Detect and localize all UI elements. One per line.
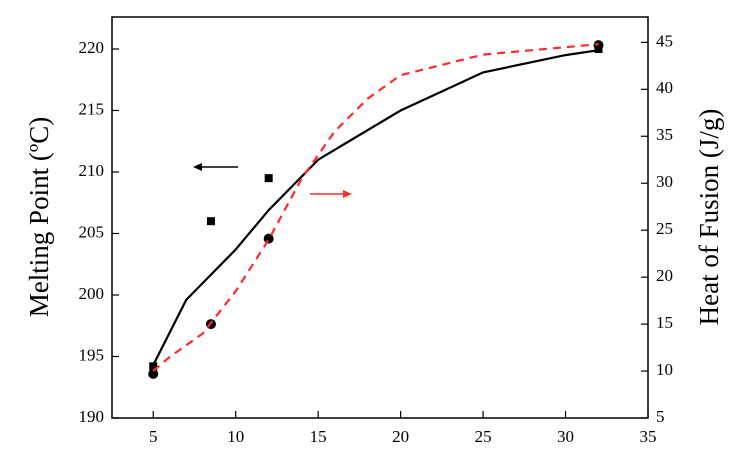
- plot-frame: [111, 16, 649, 419]
- y-tick-label: 205: [79, 222, 105, 241]
- y2-tick-label: 5: [656, 407, 665, 426]
- point: [148, 368, 159, 379]
- y2-tick-label: 10: [656, 360, 673, 379]
- x-tick-label: 20: [392, 427, 409, 446]
- y-tick-label: 200: [79, 284, 105, 303]
- point: [263, 233, 274, 244]
- x-tick-label: 35: [640, 427, 657, 446]
- x-tick-label: 30: [557, 427, 574, 446]
- x-tick-label: 15: [310, 427, 327, 446]
- fit-curve: [152, 43, 599, 372]
- point: [264, 174, 273, 183]
- x-tick-label: 5: [149, 427, 158, 446]
- y2-tick-label: 45: [656, 31, 673, 50]
- fit-curve: [152, 49, 599, 366]
- y-tick-label: 215: [79, 99, 105, 118]
- y-axis-label: Melting Point (ºC): [24, 117, 54, 317]
- x-tick-label: 10: [227, 427, 244, 446]
- y2-tick-label: 30: [656, 172, 673, 191]
- y-tick-label: 220: [79, 38, 105, 57]
- left-arrow: [193, 163, 238, 171]
- y2-axis-label: Heat of Fusion (J/g): [694, 109, 724, 326]
- y2-tick-label: 20: [656, 266, 673, 285]
- y-tick-label: 210: [79, 161, 105, 180]
- y2-tick-label: 15: [656, 313, 673, 332]
- point: [206, 217, 215, 226]
- y2-tick-label: 40: [656, 78, 673, 97]
- right-arrow: [310, 190, 352, 198]
- y-tick-label: 195: [79, 345, 105, 364]
- point: [149, 362, 158, 371]
- y2-tick-label: 35: [656, 125, 673, 144]
- x-tick-label: 25: [475, 427, 492, 446]
- y2-tick-label: 25: [656, 219, 673, 238]
- y-tick-label: 190: [79, 407, 105, 426]
